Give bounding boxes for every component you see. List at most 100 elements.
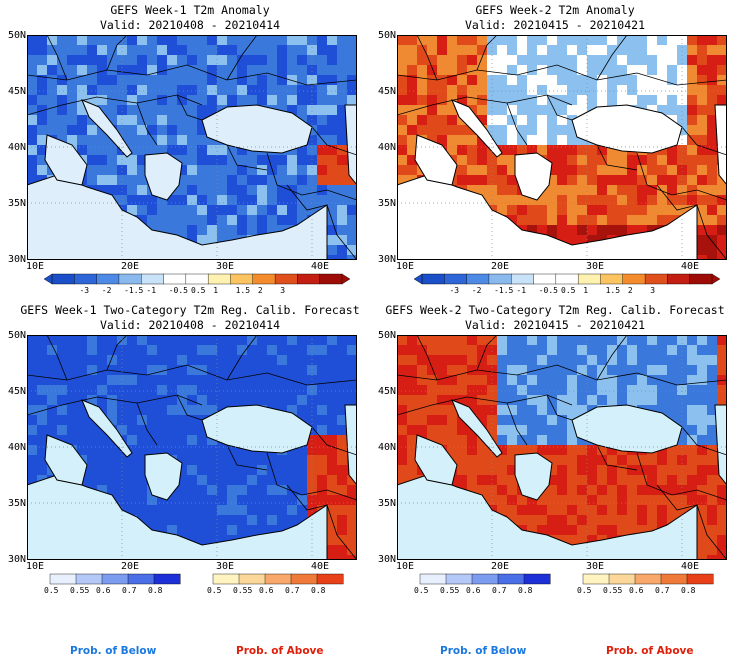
country-border	[397, 94, 573, 116]
colorbar-swatch	[101, 573, 129, 585]
colorbar-swatch	[319, 273, 343, 285]
colorbar-prob-above-week1	[212, 573, 344, 585]
colorbar-tick-label: 0.5	[191, 286, 206, 295]
colorbar-tick-label: 1	[583, 286, 589, 295]
lon-tick-label: 20E	[491, 561, 510, 572]
colorbar-swatch	[421, 273, 445, 285]
colorbar-swatch	[127, 573, 155, 585]
sea-med	[27, 174, 328, 260]
colorbar-tick-label: 0.6	[629, 586, 644, 595]
panel-week2-anomaly: GEFS Week-2 T2m Anomaly Valid: 20210415 …	[370, 0, 740, 300]
country-border	[46, 35, 68, 81]
colorbar-tick-label: 1.5	[235, 286, 251, 295]
sea-black	[571, 104, 683, 154]
lat-tick-label: 35N	[7, 498, 26, 509]
colorbar-swatch	[533, 273, 557, 285]
colorbar-swatch	[660, 573, 688, 585]
lat-tick-label: 35N	[377, 198, 396, 209]
colorbar-prob-above-week2	[582, 573, 714, 585]
country-border	[416, 35, 438, 81]
colorbar-swatch	[290, 573, 318, 585]
colorbar-tick-label: 1.5	[605, 286, 621, 295]
colorbar-anomaly-week2	[413, 273, 721, 285]
footer-prob-above-right: Prob. of Above	[606, 645, 694, 657]
lat-tick-label: 45N	[7, 386, 26, 397]
country-border	[696, 504, 727, 560]
colorbar-max-arrow	[341, 273, 351, 285]
country-border	[27, 394, 203, 416]
map-frame	[397, 35, 727, 260]
country-border	[696, 204, 727, 260]
colorbar-tick-label: -0.5	[538, 286, 558, 295]
panel-title: GEFS Week-1 T2m Anomaly Valid: 20210408 …	[10, 3, 370, 33]
map-frame	[27, 35, 357, 260]
panel-title-line1: GEFS Week-1 Two-Category T2m Reg. Calib.…	[20, 303, 360, 317]
country-border	[326, 504, 357, 560]
footer-prob-below-left: Prob. of Below	[70, 645, 157, 657]
colorbar-swatch	[497, 573, 525, 585]
country-border	[176, 394, 203, 421]
country-border	[106, 335, 128, 371]
colorbar-swatch	[74, 273, 98, 285]
colorbar-tick-label: 3	[280, 286, 286, 295]
panel-week1-anomaly: GEFS Week-1 T2m Anomaly Valid: 20210408 …	[0, 0, 370, 300]
map-svg	[397, 335, 727, 560]
country-border	[476, 335, 498, 371]
panel-title: GEFS Week-2 T2m Anomaly Valid: 20210415 …	[375, 3, 735, 33]
country-border	[397, 364, 727, 386]
colorbar-swatch	[644, 273, 668, 285]
colorbar-swatch	[555, 273, 579, 285]
lat-tick-label: 30N	[7, 554, 26, 565]
lat-tick-label: 30N	[7, 254, 26, 265]
colorbar-min-arrow	[413, 273, 423, 285]
lat-tick-label: 50N	[377, 330, 396, 341]
lat-tick-label: 35N	[377, 498, 396, 509]
colorbar-swatch	[600, 273, 624, 285]
colorbar-tick-label: 0.7	[122, 586, 137, 595]
colorbar-swatch	[230, 273, 254, 285]
colorbar-tick-label: -1	[146, 286, 157, 295]
lat-tick-label: 30N	[377, 554, 396, 565]
colorbar-swatch	[444, 273, 468, 285]
colorbar-tick-label: -2	[101, 286, 112, 295]
sea-aegean	[144, 452, 183, 501]
sea-med	[397, 474, 698, 560]
colorbar-tick-label: -1.5	[124, 286, 144, 295]
colorbar-swatch	[49, 573, 77, 585]
colorbar-min-arrow	[43, 273, 53, 285]
country-border	[27, 364, 357, 386]
colorbar-swatch	[297, 273, 321, 285]
country-border	[476, 35, 498, 71]
map-frame	[397, 335, 727, 560]
footer-prob-above-left: Prob. of Above	[236, 645, 324, 657]
lat-tick-label: 45N	[7, 86, 26, 97]
sea-aegean	[144, 152, 183, 201]
colorbar-tick-label: 0.7	[285, 586, 300, 595]
lat-tick-label: 45N	[377, 386, 396, 397]
country-border	[106, 35, 128, 71]
panel-title: GEFS Week-1 Two-Category T2m Reg. Calib.…	[10, 303, 370, 333]
colorbar-tick-label: -1.5	[494, 286, 514, 295]
sea-med	[27, 474, 328, 560]
lon-tick-label: 20E	[491, 261, 510, 272]
colorbar-swatch	[523, 573, 551, 585]
colorbar-swatch	[238, 573, 266, 585]
colorbar-tick-label: -3	[79, 286, 90, 295]
sea-adriatic	[81, 99, 133, 158]
colorbar-swatch	[185, 273, 209, 285]
panel-title-line2: Valid: 20210415 - 20210421	[464, 318, 645, 332]
country-border	[266, 152, 357, 201]
sea-black	[571, 404, 683, 454]
panel-title-line1: GEFS Week-1 T2m Anomaly	[110, 3, 270, 17]
colorbar-swatch	[471, 573, 499, 585]
country-border	[311, 126, 357, 156]
sea-adriatic	[451, 99, 503, 158]
colorbar-tick-label: -0.5	[168, 286, 188, 295]
country-border	[636, 452, 727, 501]
colorbar-swatch	[419, 573, 447, 585]
sea-adriatic	[451, 399, 503, 458]
country-border	[311, 426, 357, 456]
country-border	[136, 102, 158, 146]
sea-adriatic	[81, 399, 133, 458]
country-border	[546, 94, 573, 121]
